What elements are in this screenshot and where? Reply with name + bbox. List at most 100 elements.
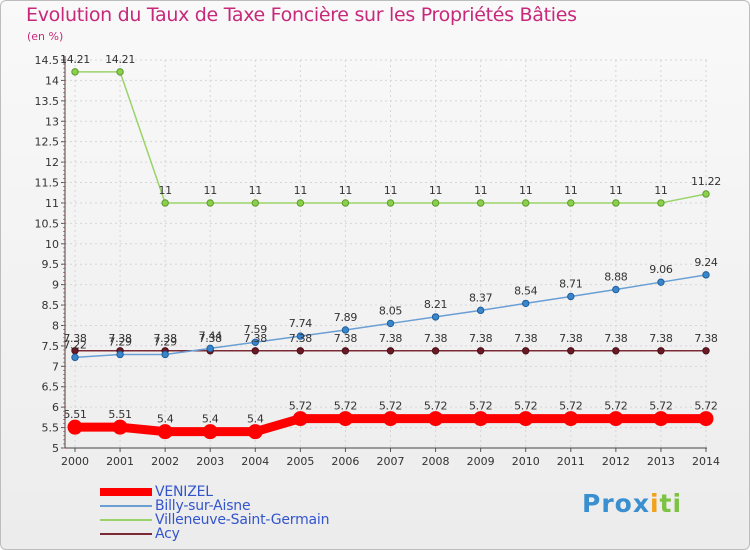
data-label-villeneuve-saint-germain: 11.22 (691, 175, 721, 188)
data-label-acy: 7.38 (244, 332, 268, 345)
x-tick-label: 2010 (512, 455, 540, 468)
y-tick-label: 5.5 (42, 422, 60, 435)
data-label-billy-sur-aisne: 8.71 (559, 277, 582, 290)
x-tick-label: 2012 (602, 455, 630, 468)
y-tick-label: 14.5 (35, 54, 60, 67)
data-label-venizel: 5.51 (63, 408, 86, 421)
data-label-acy: 7.38 (514, 332, 538, 345)
x-tick-label: 2001 (106, 455, 134, 468)
y-tick-label: 13.5 (35, 95, 60, 108)
axes: 5 5.5 6 6.5 7 7.5 8 8.5 9 9.5 10 10.5 11 11.5 12 12.5 13… (35, 54, 721, 468)
data-label-acy: 7.38 (424, 332, 448, 345)
data-label-acy: 7.38 (334, 332, 358, 345)
data-point-billy-sur-aisne (296, 332, 305, 340)
data-point-acy (341, 347, 350, 355)
data-label-billy-sur-aisne: 7.74 (289, 317, 313, 330)
data-point-acy (522, 347, 530, 355)
data-label-billy-sur-aisne: 8.21 (424, 298, 447, 311)
y-tick-label: 8.5 (42, 299, 60, 312)
data-point-villeneuve-saint-germain (431, 199, 440, 207)
data-point-venizel (202, 424, 218, 440)
data-point-villeneuve-saint-germain (657, 199, 665, 207)
data-point-billy-sur-aisne (612, 285, 620, 294)
data-point-acy (702, 347, 710, 355)
data-point-venizel (337, 411, 353, 427)
logo-text-end: ti (659, 489, 683, 518)
data-point-billy-sur-aisne (341, 326, 350, 334)
legend-swatch-villeneuve-saint-germain (100, 519, 152, 521)
data-point-billy-sur-aisne (386, 319, 395, 328)
data-point-billy-sur-aisne (567, 292, 575, 301)
data-label-villeneuve-saint-germain: 11 (158, 184, 171, 197)
data-point-venizel (473, 411, 489, 427)
legend-swatch-venizel (100, 488, 152, 496)
logo-text-start: Prox (582, 489, 650, 518)
data-point-acy (612, 347, 620, 355)
data-label-venizel: 5.4 (157, 413, 174, 426)
data-point-villeneuve-saint-germain (567, 199, 575, 207)
data-point-venizel (653, 411, 669, 427)
data-label-acy: 7.38 (199, 332, 223, 345)
data-label-billy-sur-aisne: 9.06 (649, 263, 673, 276)
data-point-venizel (698, 411, 714, 427)
data-point-billy-sur-aisne (522, 299, 530, 308)
x-tick-label: 2013 (647, 455, 675, 468)
data-point-acy (431, 347, 440, 355)
data-point-acy (251, 347, 259, 355)
data-point-villeneuve-saint-germain (702, 190, 710, 198)
data-label-villeneuve-saint-germain: 11 (519, 184, 532, 197)
data-point-billy-sur-aisne (657, 278, 665, 286)
x-tick-label: 2005 (286, 455, 314, 468)
data-label-billy-sur-aisne: 7.59 (244, 323, 268, 336)
proxiti-logo: Proxiti (582, 489, 682, 518)
data-point-acy (657, 347, 665, 355)
legend-label-villeneuve-saint-germain: Villeneuve-Saint-Germain (155, 512, 330, 528)
data-label-acy: 7.38 (559, 332, 583, 345)
data-label-billy-sur-aisne: 7.29 (108, 335, 132, 348)
data-point-billy-sur-aisne (702, 271, 710, 279)
data-label-billy-sur-aisne: 7.89 (334, 311, 358, 324)
grid (65, 59, 707, 449)
y-tick-label: 11 (45, 197, 59, 210)
data-point-venizel (157, 424, 173, 440)
x-tick-label: 2009 (467, 455, 495, 468)
y-tick-label: 6.5 (42, 381, 60, 394)
data-point-acy (476, 347, 485, 355)
data-point-venizel (292, 411, 308, 427)
y-tick-label: 7 (52, 360, 59, 373)
data-label-billy-sur-aisne: 7.22 (63, 338, 86, 351)
data-label-venizel: 5.72 (379, 400, 402, 413)
legend-label-venizel: VENIZEL (155, 484, 213, 500)
data-label-venizel: 5.72 (424, 400, 447, 413)
data-label-venizel: 5.4 (247, 413, 264, 426)
data-point-villeneuve-saint-germain (71, 68, 79, 76)
data-point-venizel (383, 411, 398, 427)
data-label-villeneuve-saint-germain: 11 (429, 184, 442, 197)
data-label-billy-sur-aisne: 8.88 (604, 271, 628, 284)
data-label-villeneuve-saint-germain: 11 (654, 184, 667, 197)
y-tick-label: 10.5 (35, 217, 60, 230)
data-label-acy: 7.38 (604, 332, 628, 345)
data-point-billy-sur-aisne (116, 350, 124, 359)
data-label-venizel: 5.72 (289, 400, 312, 413)
data-label-villeneuve-saint-germain: 11 (294, 184, 307, 197)
y-tick-label: 5 (52, 442, 59, 455)
data-label-acy: 7.38 (153, 332, 177, 345)
legend-swatch-acy (100, 533, 152, 535)
data-label-villeneuve-saint-germain: 11 (204, 184, 217, 197)
legend-swatch-billy-sur-aisne (100, 505, 152, 507)
legend-label-billy-sur-aisne: Billy-sur-Aisne (155, 498, 251, 514)
data-label-acy: 7.38 (63, 332, 87, 345)
data-point-villeneuve-saint-germain (116, 68, 124, 76)
data-point-acy (386, 347, 395, 355)
y-tick-label: 12.5 (35, 136, 60, 149)
data-label-billy-sur-aisne: 8.37 (469, 291, 493, 304)
data-label-venizel: 5.72 (334, 400, 357, 413)
data-point-villeneuve-saint-germain (522, 199, 530, 207)
data-label-venizel: 5.51 (108, 408, 131, 421)
data-label-venizel: 5.4 (202, 413, 219, 426)
data-label-villeneuve-saint-germain: 14.21 (105, 53, 135, 66)
data-point-venizel (67, 419, 83, 435)
x-tick-label: 2008 (422, 455, 450, 468)
